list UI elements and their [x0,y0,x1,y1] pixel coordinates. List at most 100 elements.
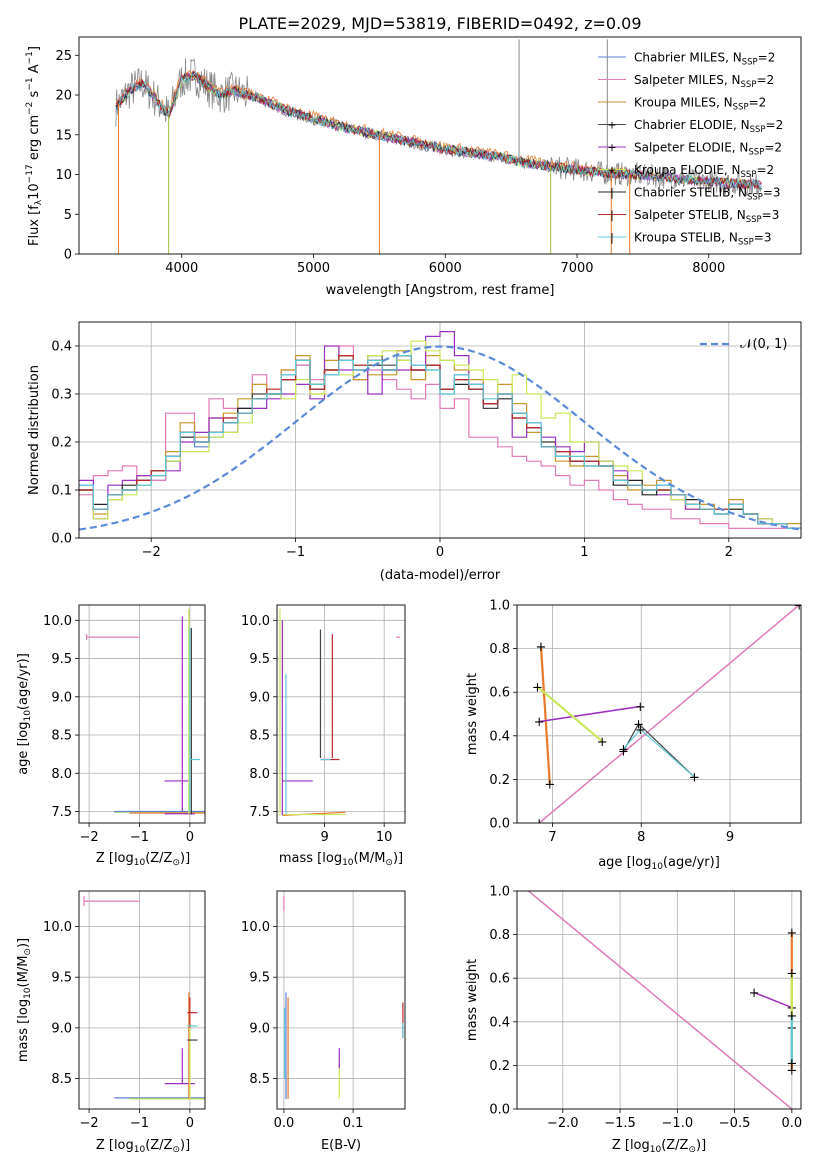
weight-Z-line-1 [753,991,793,1009]
histogram-4 [79,331,801,530]
x-tick-label: −2 [142,545,161,560]
y-tick-label: 10.0 [43,920,72,935]
x-tick-label: −1.0 [662,1116,694,1131]
x-tick-label: 7000 [560,261,593,276]
weight-Z-marker: + [786,1009,797,1024]
y-tick-label: 0.8 [489,928,510,943]
weight-Z-marker: + [749,986,760,1001]
y-tick-label: 0.0 [489,1103,510,1118]
plot-area [85,608,205,815]
gaussian-reference [79,345,801,531]
y-tick-label: 25 [55,49,72,64]
weight-marker: + [534,817,545,832]
x-tick-label: 10 [376,830,393,845]
weight-marker: + [618,745,629,760]
model-spectrum-8 [115,71,762,190]
weight-Z-line-0 [528,891,793,1109]
axes-frame [78,321,802,539]
weight-vs-Z-ylabel: mass weight [465,959,480,1041]
spectrum-axes: 4000 5000 6000 7000 8000 0 5 10 15 20 25 [55,36,802,276]
y-tick-label: 0.2 [489,773,510,788]
age-vs-mass-xlabel: mass [log10(M/M⊙)] [279,851,403,868]
legend-entry: Salpeter MILES, NSSP=2 [634,73,774,90]
y-tick-label: 8.5 [51,1072,72,1087]
y-tick-label: 0.6 [489,972,510,987]
plot-area [279,608,401,816]
y-tick-label: 0 [64,248,72,263]
legend-entry: Chabrier ELODIE, NSSP=2 [634,118,783,135]
legend-entry: Kroupa ELODIE, NSSP=2 [634,163,774,180]
y-tick-label: 9.5 [249,652,270,667]
x-tick-label: 8 [637,830,645,845]
y-tick-label: 9.5 [249,971,270,986]
legend-marker: + [607,164,616,177]
x-tick-label: −1 [130,830,149,845]
weight-Z-marker: + [786,1057,797,1072]
axes-frame [78,890,206,1110]
y-tick-label: 8.0 [51,767,72,782]
legend-entry: Salpeter ELODIE, NSSP=2 [634,141,782,158]
y-tick-label: 0.4 [489,729,510,744]
age-vs-Z-xlabel: Z [log10(Z/Z⊙)] [96,851,190,868]
weight-marker: + [689,771,700,786]
y-tick-label: 8.5 [249,1072,270,1087]
weight-marker: + [544,777,555,792]
plot-area [283,896,404,1099]
y-tick-label: 0.3 [51,388,72,403]
histogram-8 [79,355,801,530]
x-tick-label: −1 [286,545,305,560]
y-tick-label: 8.0 [249,767,270,782]
y-tick-label: 9.5 [51,652,72,667]
x-tick-label: 9 [320,830,328,845]
y-tick-label: 7.5 [249,805,270,820]
weight-marker: + [597,735,608,750]
y-tick-label: 0.4 [51,340,72,355]
legend-marker: | [610,186,614,199]
legend: Chabrier MILES, NSSP=2 Salpeter MILES, NS… [598,51,783,248]
weight-vs-age-ylabel: mass weight [465,673,480,755]
x-tick-label: 2 [725,545,733,560]
y-tick-label: 0.8 [489,642,510,657]
weight-marker: + [635,723,646,738]
y-tick-label: 7.5 [51,805,72,820]
x-tick-label: 9 [726,830,734,845]
x-tick-label: 5000 [297,261,330,276]
weight-Z-marker: + [786,926,797,941]
grid [79,891,205,1109]
weight-vs-Z-xlabel: Z [log10(Z/Z⊙)] [612,1138,706,1155]
weight-marker: + [689,771,700,786]
y-tick-label: 15 [55,128,72,143]
y-tick-label: 10 [55,168,72,183]
y-tick-label: 0.2 [489,1059,510,1074]
y-tick-label: 10.0 [241,920,270,935]
y-tick-label: 9.0 [51,690,72,705]
age-vs-Z-axes: −2 −1 0 7.5 8.0 8.5 9.0 9.5 10.0 [43,604,206,845]
axes-frame [276,890,406,1110]
legend-marker: + [607,141,616,154]
x-tick-label: −2 [79,830,98,845]
weight-marker: + [635,700,646,715]
y-tick-label: 5 [64,208,72,223]
x-tick-label: −1.5 [604,1116,636,1131]
weight-line-2 [539,705,641,723]
legend-marker: + [607,119,616,132]
x-tick-label: 8000 [692,261,725,276]
weight-marker: + [633,717,644,732]
weight-vs-Z-axes: ++++++++ −2.0 −1.5 −1.0 −0.5 0.0 0.0 0.2 0.4 0.6 0… [489,885,802,1132]
y-tick-label: 0.4 [489,1015,510,1030]
axes-frame [78,36,802,255]
x-tick-label: 4000 [165,261,198,276]
x-tick-label: 0 [436,545,444,560]
y-tick-label: 20 [55,89,72,104]
x-tick-label: 0.0 [274,1116,295,1131]
age-vs-mass-axes: 9 10 7.5 8.0 8.5 9.0 9.5 10.0 [241,604,406,845]
grid [277,605,405,823]
y-tick-label: 9.0 [51,1021,72,1036]
residuals-ylabel: Normed distribution [27,365,42,495]
y-tick-label: 1.0 [489,885,510,900]
weight-vs-age-axes: ++++++++++++++7 8 9 0.0 0.2 0.4 0.6 0.8 1.0 [489,599,802,845]
x-tick-label: −2.0 [547,1116,579,1131]
x-tick-label: 0 [186,830,194,845]
residuals-xlabel: (data-model)/error [380,568,501,583]
